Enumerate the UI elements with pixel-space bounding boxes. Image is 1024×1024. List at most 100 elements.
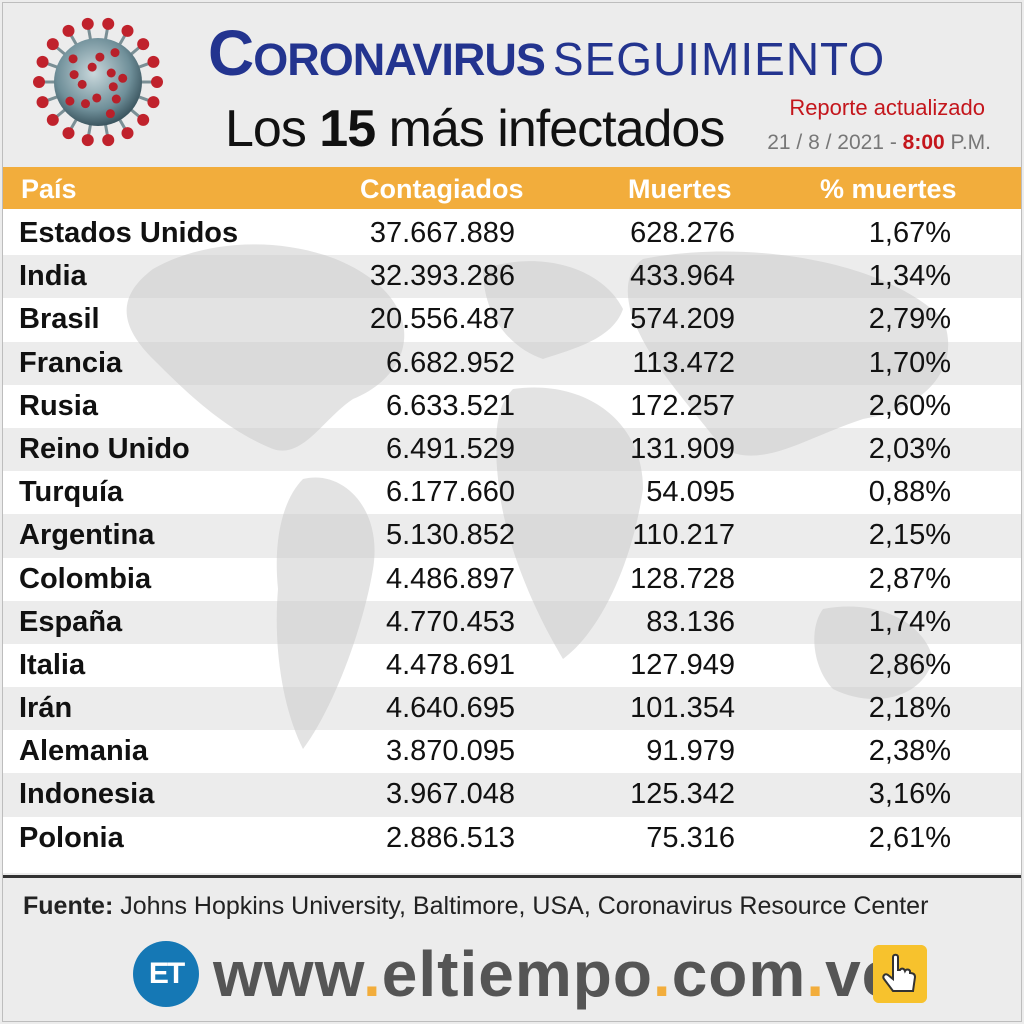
cell-deaths: 54.095 [646, 476, 735, 509]
cell-cases: 4.770.453 [385, 605, 515, 638]
url-dot: . [806, 938, 826, 1010]
table-row: Irán 4.640.695 101.354 2,18% [3, 687, 1021, 731]
cell-death-percent: 0,88% [868, 476, 951, 509]
cell-deaths: 574.209 [630, 303, 735, 336]
cell-death-percent: 2,79% [868, 303, 951, 336]
cell-country: Polonia [19, 821, 124, 854]
cell-country: Colombia [19, 562, 152, 595]
source-note: Fuente: Johns Hopkins University, Baltim… [3, 875, 1021, 933]
table-row: Polonia 2.886.513 75.316 2,61% [3, 817, 1021, 860]
report-timestamp: 21 / 8 / 2021 - 8:00 P.M. [767, 131, 991, 155]
subtitle-suffix: más infectados [388, 100, 726, 158]
table-row: Brasil 20.556.487 574.209 2,79% [3, 298, 1021, 341]
cell-death-percent: 2,87% [868, 562, 951, 595]
cell-death-percent: 2,86% [868, 648, 951, 681]
cell-country: Reino Unido [19, 432, 190, 465]
cell-cases: 4.478.691 [385, 648, 515, 681]
cell-country: Irán [19, 692, 73, 725]
cell-deaths: 83.136 [646, 605, 735, 638]
pointing-hand-icon [873, 945, 927, 1003]
cell-cases: 20.556.487 [369, 303, 515, 336]
cell-country: Indonesia [19, 778, 155, 811]
cell-deaths: 628.276 [630, 217, 735, 249]
cell-deaths: 172.257 [630, 389, 735, 422]
table-row: Turquía 6.177.660 54.095 0,88% [3, 471, 1021, 514]
cell-country: Francia [19, 346, 123, 379]
source-text: Johns Hopkins University, Baltimore, USA… [120, 892, 929, 920]
cell-cases: 5.130.852 [385, 519, 515, 552]
cell-death-percent: 2,18% [868, 692, 951, 725]
title-seguimiento: SEGUIMIENTO [552, 33, 886, 85]
cell-death-percent: 1,67% [868, 217, 951, 249]
cell-cases: 4.640.695 [385, 692, 515, 725]
cell-death-percent: 2,61% [868, 821, 951, 854]
cell-country: India [19, 260, 87, 293]
table-row: Reino Unido 6.491.529 131.909 2,03% [3, 427, 1021, 472]
cell-cases: 32.393.286 [369, 260, 515, 293]
cell-deaths: 127.949 [630, 648, 735, 681]
cell-deaths: 131.909 [630, 432, 735, 465]
table-row: Argentina 5.130.852 110.217 2,15% [3, 514, 1021, 558]
table-row: Rusia 6.633.521 172.257 2,60% [3, 385, 1021, 428]
cell-country: Estados Unidos [19, 217, 239, 249]
table-row: Estados Unidos 37.667.889 628.276 1,67% [3, 212, 1021, 255]
et-logo: ET [133, 941, 199, 1007]
table-body: Estados Unidos 37.667.889 628.276 1,67% Indi… [3, 212, 1021, 860]
cell-country: España [19, 605, 123, 638]
cell-deaths: 91.979 [646, 735, 735, 768]
url-dot: . [362, 938, 382, 1010]
cell-death-percent: 2,03% [868, 432, 951, 465]
cell-death-percent: 1,74% [868, 605, 951, 638]
url-dot: . [652, 938, 672, 1010]
cell-deaths: 110.217 [632, 519, 735, 552]
cell-country: Rusia [19, 389, 98, 422]
cell-deaths: 433.964 [630, 260, 735, 293]
subtitle-prefix: Los [225, 100, 307, 158]
cell-death-percent: 2,38% [868, 735, 951, 768]
cell-deaths: 101.354 [630, 692, 735, 725]
table-header: País Contagiados Muertes % muertes [3, 167, 1021, 209]
coronavirus-icon [33, 17, 163, 147]
header-death-percent: % muertes [820, 174, 957, 204]
report-ampm: P.M. [950, 131, 991, 154]
cell-cases: 6.682.952 [385, 346, 515, 379]
cell-death-percent: 3,16% [868, 778, 951, 811]
cell-country: Argentina [19, 519, 155, 552]
world-map-background [126, 244, 949, 749]
header-deaths: Muertes [628, 174, 732, 204]
report-label: Reporte actualizado [789, 95, 985, 120]
table-row: España 4.770.453 83.136 1,74% [3, 600, 1021, 644]
cell-death-percent: 2,60% [868, 389, 951, 422]
report-time: 8:00 [902, 131, 945, 154]
url-part: eltiempo [381, 938, 653, 1010]
cell-cases: 6.177.660 [385, 476, 515, 509]
cell-country: Turquía [19, 476, 124, 509]
cell-cases: 2.886.513 [385, 821, 515, 854]
table-row: Francia 6.682.952 113.472 1,70% [3, 341, 1021, 385]
url-part: www [213, 938, 363, 1010]
source-label: Fuente: [23, 892, 114, 920]
data-table: País Contagiados Muertes % muertes Estad… [3, 167, 1021, 873]
cell-deaths: 128.728 [630, 562, 735, 595]
cell-cases: 6.633.521 [385, 389, 515, 422]
table-row: Alemania 3.870.095 91.979 2,38% [3, 730, 1021, 773]
cell-country: Italia [19, 648, 86, 681]
page-subtitle: Los 15 más infectados [225, 99, 726, 159]
cell-country: Brasil [19, 303, 100, 336]
cell-death-percent: 2,15% [868, 519, 951, 552]
cell-deaths: 75.316 [646, 821, 735, 854]
url-part: com [671, 938, 807, 1010]
website-url[interactable]: www.eltiempo.com.ve [213, 937, 898, 1011]
cell-cases: 6.491.529 [385, 432, 515, 465]
cell-cases: 37.667.889 [369, 217, 515, 249]
cell-country: Alemania [19, 735, 148, 768]
table-row: Colombia 4.486.897 128.728 2,87% [3, 558, 1021, 601]
header-cases: Contagiados [360, 174, 524, 204]
title-coronavirus: Coronavirus [208, 17, 546, 89]
cell-cases: 4.486.897 [385, 562, 515, 595]
table-row: India 32.393.286 433.964 1,34% [3, 255, 1021, 299]
table-row: Italia 4.478.691 127.949 2,86% [3, 644, 1021, 687]
main-title: Coronavirus SEGUIMIENTO [208, 21, 885, 85]
cell-cases: 3.870.095 [385, 735, 515, 768]
